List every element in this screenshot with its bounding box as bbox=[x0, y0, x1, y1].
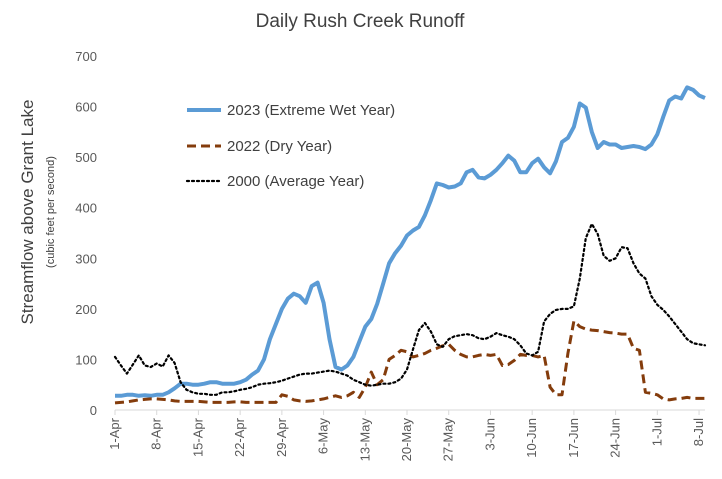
x-tick-label: 27-May bbox=[441, 418, 456, 462]
x-tick-label: 22-Apr bbox=[232, 417, 247, 457]
x-tick-label: 13-May bbox=[357, 418, 372, 462]
axes: 0 100 200 300 400 500 600 700 1-Apr 8-Apr 15-Apr 22… bbox=[75, 49, 706, 461]
x-tick-label: 1-Jul bbox=[649, 418, 664, 446]
series-line-2 bbox=[114, 319, 705, 405]
legend-label-2: 2022 (Dry Year) bbox=[227, 138, 332, 155]
x-tick-label: 6-May bbox=[316, 418, 331, 455]
legend-label-3: 2000 (Average Year) bbox=[227, 173, 364, 190]
y-tick-label: 100 bbox=[75, 352, 97, 367]
y-tick-label: 500 bbox=[75, 150, 97, 165]
y-tick-label: 200 bbox=[75, 302, 97, 317]
chart-title: Daily Rush Creek Runoff bbox=[256, 11, 465, 32]
x-tick-label: 1-Apr bbox=[107, 417, 122, 449]
legend-label-1: 2023 (Extreme Wet Year) bbox=[227, 102, 395, 119]
x-tick-label: 10-Jun bbox=[524, 418, 539, 458]
y-tick-label: 600 bbox=[75, 100, 97, 115]
x-tick-label: 15-Apr bbox=[190, 417, 205, 457]
x-tick-label: 8-Apr bbox=[149, 417, 164, 449]
x-tick-label: 24-Jun bbox=[608, 418, 623, 458]
y-tick-label: 400 bbox=[75, 201, 97, 216]
series-line-1 bbox=[115, 85, 706, 398]
x-tick-label: 20-May bbox=[399, 418, 414, 462]
y-tick-label: 700 bbox=[75, 49, 97, 64]
series-line-3 bbox=[113, 222, 707, 396]
x-tick-label: 17-Jun bbox=[566, 418, 581, 458]
x-tick-label: 8-Jul bbox=[691, 418, 706, 446]
y-tick-label: 0 bbox=[90, 403, 97, 418]
x-tick-label: 29-Apr bbox=[274, 417, 289, 457]
legend: 2023 (Extreme Wet Year) 2022 (Dry Year) 20… bbox=[185, 102, 395, 190]
y-axis-label: Streamflow above Grant Lake bbox=[18, 100, 37, 325]
series-lines bbox=[113, 85, 707, 405]
x-tick-label: 3-Jun bbox=[482, 418, 497, 451]
y-axis-sublabel: (cubic feet per second) bbox=[45, 156, 57, 268]
y-tick-label: 300 bbox=[75, 251, 97, 266]
